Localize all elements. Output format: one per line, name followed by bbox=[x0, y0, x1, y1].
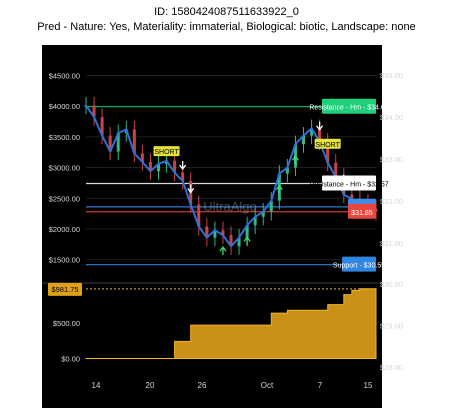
short-signal-background bbox=[314, 138, 341, 149]
price-level-badge: Resistance - Hm - $34.60 bbox=[309, 98, 389, 114]
price-candle bbox=[237, 237, 241, 247]
cumulative-axis-tick-label: $500.00 bbox=[53, 319, 80, 328]
x-axis-tick-label: 14 bbox=[92, 381, 101, 390]
left-axis-tick-label: $4500.00 bbox=[49, 71, 80, 80]
trade-signals: SHORT SHORT bbox=[153, 121, 348, 256]
price-candle bbox=[148, 162, 152, 172]
axis-labels: $4500.00 $4000.00 $3500.00 $3000.00 $2500.00… bbox=[48, 71, 403, 390]
price-candle bbox=[100, 117, 104, 136]
arrow-down-icon bbox=[187, 184, 195, 194]
short-signal-label: SHORT bbox=[315, 142, 340, 149]
price-candle bbox=[261, 211, 265, 217]
arrow-down-icon bbox=[316, 121, 324, 131]
cumulative-value-badge: $981.75 bbox=[48, 282, 82, 296]
price-candle bbox=[285, 167, 289, 174]
price-candle bbox=[157, 163, 160, 172]
cumulative-axis-tick-label: $0.00 bbox=[61, 354, 80, 363]
cumulative-right-tick-label: $30.00 bbox=[380, 280, 403, 289]
price-candle bbox=[310, 128, 314, 136]
cumulative-area-fill bbox=[85, 288, 377, 359]
price-series bbox=[85, 104, 377, 248]
price-candle bbox=[229, 235, 233, 247]
chart-id-title: ID: 1580424087511633922_0 bbox=[154, 6, 299, 18]
price-candle bbox=[245, 225, 249, 238]
right-axis-tick-label: $31.00 bbox=[380, 239, 403, 248]
x-axis-tick-label: 7 bbox=[318, 381, 323, 390]
price-level-badge-label: Resistance - Hm - $34.60 bbox=[309, 105, 388, 112]
price-candle bbox=[269, 200, 273, 212]
price-candle bbox=[205, 226, 209, 238]
short-signal-badge: SHORT bbox=[314, 138, 341, 149]
cumulative-right-tick-label: $28.00 bbox=[380, 363, 403, 372]
price-candle bbox=[116, 133, 120, 152]
price-level-badge-label: Support - $30.55 bbox=[333, 263, 385, 270]
price-candle bbox=[108, 135, 112, 152]
price-candle bbox=[132, 129, 136, 154]
right-axis-tick-label: $33.00 bbox=[380, 155, 403, 164]
price-candle bbox=[302, 135, 305, 145]
price-candle bbox=[197, 204, 201, 227]
price-level-badge: Support - $30.55 bbox=[333, 256, 385, 272]
price-level-badge-label: Resistance - Hm - $32.57 bbox=[309, 182, 388, 189]
x-axis-tick-label: 15 bbox=[364, 381, 373, 390]
price-level-badge-background bbox=[322, 175, 376, 191]
right-axis-tick-label: $32.00 bbox=[380, 197, 403, 206]
price-candle bbox=[221, 230, 225, 236]
price-candle bbox=[334, 162, 338, 177]
short-signal-badge: SHORT bbox=[153, 146, 180, 157]
left-axis-tick-label: $3500.00 bbox=[49, 133, 80, 142]
cumulative-area bbox=[85, 288, 377, 359]
price-candle bbox=[140, 153, 144, 163]
left-axis-tick-label: $4000.00 bbox=[49, 102, 80, 111]
cumulative-value-label: $981.75 bbox=[51, 285, 78, 294]
prediction-caption: Pred - Nature: Yes, Materiality: immater… bbox=[37, 21, 416, 33]
price-candle bbox=[173, 160, 177, 173]
price-candle bbox=[213, 230, 217, 238]
arrow-down-icon bbox=[179, 161, 187, 171]
arrow-up-icon bbox=[291, 155, 299, 165]
price-candle bbox=[92, 105, 96, 118]
price-line bbox=[85, 104, 377, 248]
price-candle bbox=[253, 216, 257, 226]
cumulative-right-tick-label: $29.00 bbox=[380, 322, 403, 331]
price-level-badge-background bbox=[342, 256, 376, 272]
x-axis-tick-label: Oct bbox=[261, 381, 274, 390]
price-candle bbox=[181, 172, 185, 182]
price-level-badge-label: $31.85 bbox=[351, 210, 373, 217]
right-axis-tick-label: $34.00 bbox=[380, 113, 403, 122]
watermark-text: UltraAlgo bbox=[203, 199, 256, 214]
short-signal-label: SHORT bbox=[154, 149, 179, 156]
price-level-badge-background bbox=[348, 203, 376, 219]
x-axis-tick-label: 26 bbox=[198, 381, 207, 390]
cumulative-value-background bbox=[48, 282, 82, 296]
left-axis-tick-label: $2500.00 bbox=[49, 194, 80, 203]
left-axis-tick-label: $2000.00 bbox=[49, 225, 80, 234]
arrow-up-icon bbox=[243, 236, 251, 246]
x-axis-tick-label: 20 bbox=[146, 381, 155, 390]
left-axis-tick-label: $1500.00 bbox=[49, 256, 80, 265]
price-candle bbox=[318, 128, 322, 142]
left-axis-tick-label: $3000.00 bbox=[49, 164, 80, 173]
arrow-up-icon bbox=[219, 246, 227, 256]
right-axis-tick-label: $35.00 bbox=[380, 71, 403, 80]
short-signal-background bbox=[153, 146, 180, 157]
price-candle bbox=[326, 141, 330, 163]
arrow-up-icon bbox=[275, 184, 283, 194]
price-level-badge: $31.85 bbox=[348, 203, 376, 219]
price-level-badge: Resistance - Hm - $32.57 bbox=[309, 175, 389, 191]
level-labels: Resistance - Hm - $34.60 Resistance - Hm … bbox=[309, 98, 389, 272]
price-level-badge-background bbox=[322, 98, 376, 114]
price-candle bbox=[350, 194, 354, 199]
